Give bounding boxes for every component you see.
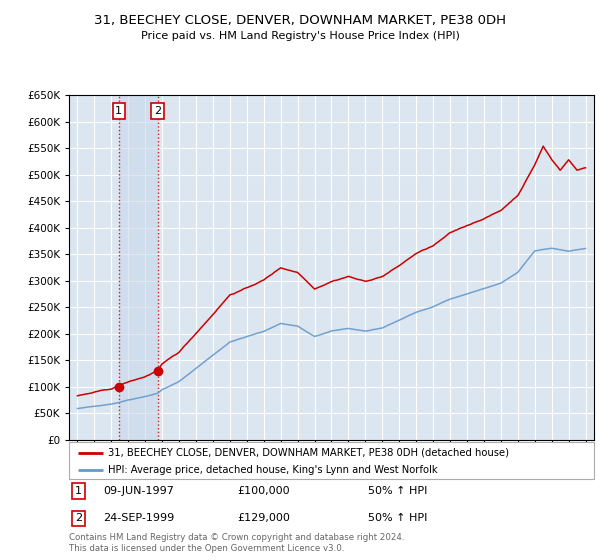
Text: Contains HM Land Registry data © Crown copyright and database right 2024.
This d: Contains HM Land Registry data © Crown c… xyxy=(69,533,404,553)
Text: £129,000: £129,000 xyxy=(237,514,290,524)
Text: 1: 1 xyxy=(115,106,122,116)
Text: 24-SEP-1999: 24-SEP-1999 xyxy=(103,514,175,524)
Text: Price paid vs. HM Land Registry's House Price Index (HPI): Price paid vs. HM Land Registry's House … xyxy=(140,31,460,41)
Text: 50% ↑ HPI: 50% ↑ HPI xyxy=(368,514,428,524)
Text: 2: 2 xyxy=(75,514,82,524)
Text: 09-JUN-1997: 09-JUN-1997 xyxy=(103,486,174,496)
Text: £100,000: £100,000 xyxy=(237,486,290,496)
Text: 50% ↑ HPI: 50% ↑ HPI xyxy=(368,486,428,496)
Text: 1: 1 xyxy=(75,486,82,496)
Bar xyxy=(119,95,158,440)
Text: 31, BEECHEY CLOSE, DENVER, DOWNHAM MARKET, PE38 0DH (detached house): 31, BEECHEY CLOSE, DENVER, DOWNHAM MARKE… xyxy=(109,447,509,458)
Text: 31, BEECHEY CLOSE, DENVER, DOWNHAM MARKET, PE38 0DH: 31, BEECHEY CLOSE, DENVER, DOWNHAM MARKE… xyxy=(94,14,506,27)
Text: HPI: Average price, detached house, King's Lynn and West Norfolk: HPI: Average price, detached house, King… xyxy=(109,465,438,475)
Text: 2: 2 xyxy=(154,106,161,116)
